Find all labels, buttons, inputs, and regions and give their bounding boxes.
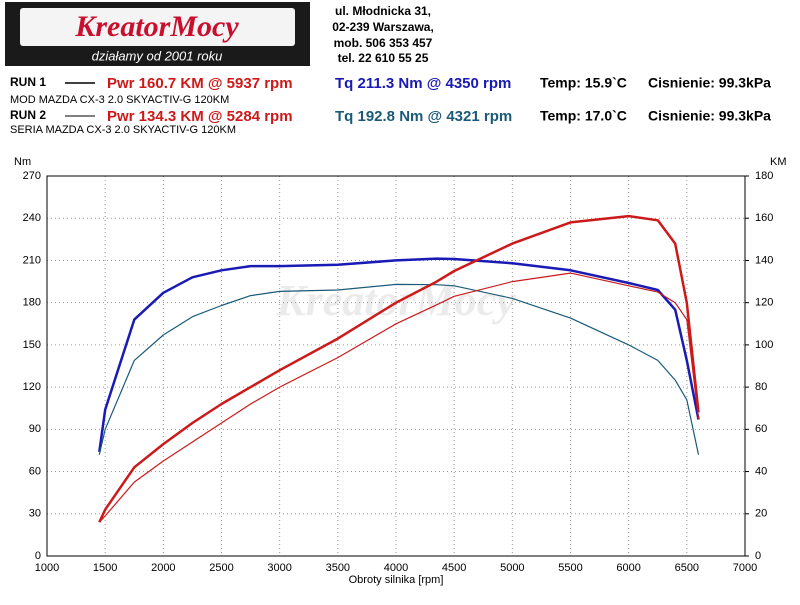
x-tick-label: 1500 (93, 562, 117, 574)
x-tick-label: 2500 (209, 562, 233, 574)
run-label: RUN 2 (10, 108, 46, 122)
series-line (98, 257, 700, 453)
x-tick-label: 5500 (558, 562, 582, 574)
y2-tick-label: 160 (755, 212, 773, 224)
series-line (98, 214, 700, 523)
address-box (310, 2, 455, 66)
y2-tick-label: 20 (755, 508, 767, 520)
run-label: RUN 1 (10, 75, 46, 89)
x-tick-label: 6000 (616, 562, 640, 574)
run-temp: Temp: 15.9`C (540, 75, 627, 91)
series-line (98, 283, 700, 455)
y-tick-label: 180 (23, 297, 41, 309)
y-tick-label: 150 (23, 339, 41, 351)
address-line: ul. Młodnicka 31, (335, 4, 431, 18)
y-tick-label: 120 (23, 381, 41, 393)
run-pressure: Cisnienie: 99.3kPa (648, 75, 771, 91)
x-tick-label: 3500 (326, 562, 350, 574)
x-tick-label: 7000 (733, 562, 757, 574)
address-line: mob. 506 353 457 (334, 36, 433, 50)
y-tick-label: 90 (29, 423, 41, 435)
y-tick-label: 240 (23, 212, 41, 224)
run-description: SERIA MAZDA CX-3 2.0 SKYACTIV-G 120KM (10, 124, 236, 136)
run-pressure: Cisnienie: 99.3kPa (648, 108, 771, 124)
y2-tick-label: 180 (755, 170, 773, 182)
x-tick-label: 6500 (675, 562, 699, 574)
y2-tick-label: 80 (755, 381, 767, 393)
x-tick-label: 3000 (267, 562, 291, 574)
y2-axis-label: KM (770, 156, 787, 168)
y2-tick-label: 100 (755, 339, 773, 351)
y2-tick-label: 120 (755, 297, 773, 309)
y-axis-label: Nm (14, 156, 31, 168)
x-axis-label: Obroty silnika [rpm] (349, 574, 444, 586)
x-tick-label: 5000 (500, 562, 524, 574)
x-tick-label: 1000 (35, 562, 59, 574)
run-temp: Temp: 17.0`C (540, 108, 627, 124)
y2-tick-label: 40 (755, 465, 767, 477)
x-tick-label: 2000 (151, 562, 175, 574)
run-power: Pwr 134.3 KM @ 5284 rpm (107, 108, 293, 125)
y2-tick-label: 0 (755, 550, 761, 562)
y-tick-label: 270 (23, 170, 41, 182)
run-description: MOD MAZDA CX-3 2.0 SKYACTIV-G 120KM (10, 94, 229, 106)
x-tick-label: 4500 (442, 562, 466, 574)
address-line: 02-239 Warszawa, (332, 20, 434, 34)
run-torque: Tq 211.3 Nm @ 4350 rpm (335, 75, 511, 92)
address-line: tel. 22 610 55 25 (338, 51, 429, 65)
y2-tick-label: 60 (755, 423, 767, 435)
y2-tick-label: 140 (755, 254, 773, 266)
y-tick-label: 0 (35, 550, 41, 562)
plot-frame (46, 175, 746, 557)
logo: KreatorMocy (74, 10, 239, 43)
run-power: Pwr 160.7 KM @ 5937 rpm (107, 75, 293, 92)
slogan: działamy od 2001 roku (92, 48, 223, 63)
y-tick-label: 60 (29, 465, 41, 477)
x-tick-label: 4000 (384, 562, 408, 574)
run-torque: Tq 192.8 Nm @ 4321 rpm (335, 108, 512, 125)
y-tick-label: 30 (29, 508, 41, 520)
series-line (98, 272, 700, 523)
logo-plate (20, 8, 295, 46)
y-tick-label: 210 (23, 254, 41, 266)
